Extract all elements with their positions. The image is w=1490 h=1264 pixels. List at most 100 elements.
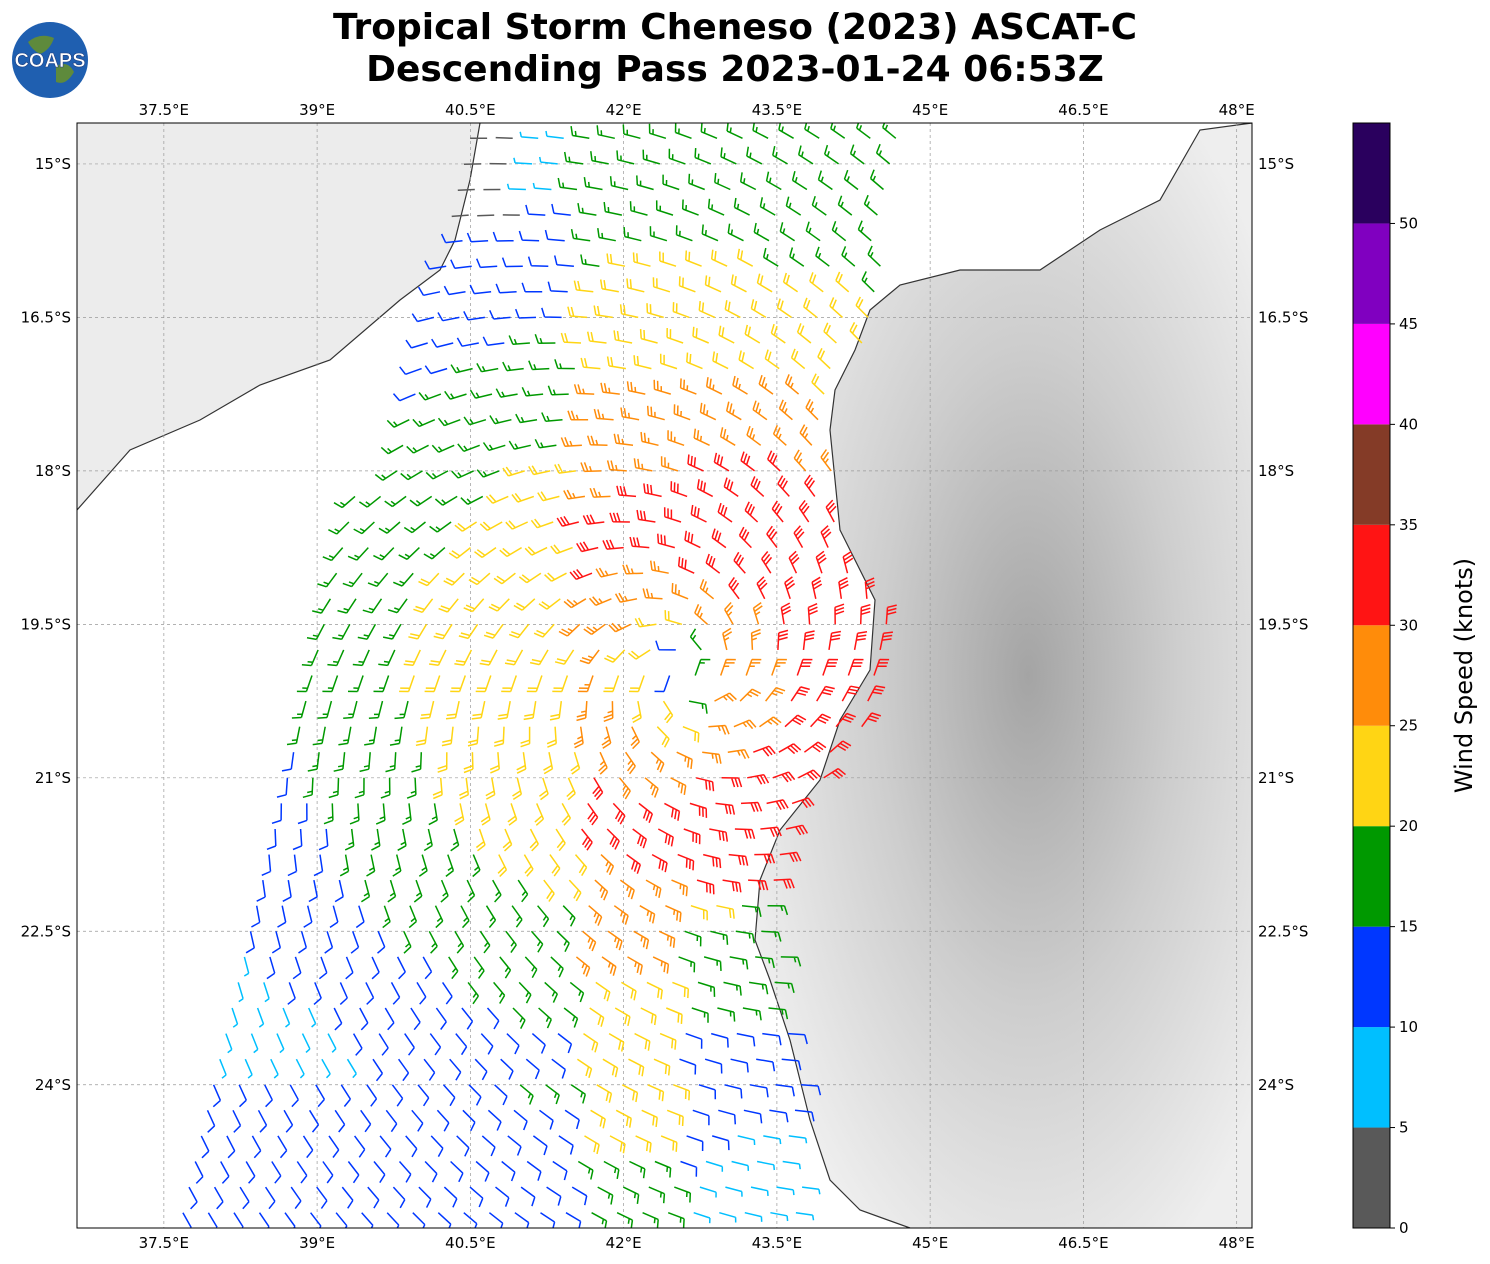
wind-barb: [507, 803, 518, 826]
wind-barb: [360, 879, 371, 903]
wind-barb: [245, 931, 256, 954]
wind-barb: [495, 388, 518, 398]
wind-barb: [724, 601, 734, 625]
wind-barb: [480, 1033, 494, 1055]
wind-barb: [428, 803, 438, 826]
wind-barb: [308, 879, 318, 903]
wind-barb: [626, 381, 646, 395]
wind-barb: [448, 956, 459, 980]
wind-barb: [412, 1212, 426, 1228]
wind-barb: [606, 253, 626, 267]
x-tick-label-bottom: 40.5°E: [445, 1234, 495, 1252]
wind-barb: [412, 418, 436, 428]
colorbar-bin: [1353, 524, 1390, 626]
wind-barb: [580, 357, 601, 370]
colorbar-bin: [1353, 926, 1390, 1028]
wind-barb: [707, 198, 725, 216]
wind-barb: [506, 183, 526, 191]
wind-barb: [377, 931, 386, 954]
wind-barb: [603, 1160, 620, 1180]
wind-barb: [442, 1084, 456, 1107]
wind-barb: [864, 577, 876, 599]
wind-barb: [623, 227, 642, 242]
wind-barb: [357, 623, 377, 640]
colorbar-frame: [1352, 122, 1391, 1229]
wind-barb: [750, 476, 765, 497]
wind-barb: [736, 248, 754, 267]
wind-barb: [650, 751, 665, 773]
wind-barb: [837, 195, 853, 216]
wind-barb: [621, 1084, 639, 1103]
wind-barb: [530, 930, 544, 953]
wind-barb: [476, 469, 500, 478]
colorbar-bin: [1353, 424, 1390, 525]
wind-barb: [237, 982, 244, 1003]
x-tick-label-top: 42°E: [606, 101, 642, 119]
wind-barb: [664, 610, 683, 626]
wind-barb: [855, 123, 871, 139]
wind-barb: [365, 982, 375, 1005]
wind-barb: [603, 675, 620, 693]
wind-barb: [396, 956, 406, 980]
wind-barb: [466, 879, 476, 903]
wind-barb: [855, 296, 869, 318]
wind-barb: [853, 631, 868, 651]
wind-barb: [302, 1135, 314, 1159]
wind-barb: [301, 649, 319, 667]
wind-barb: [380, 777, 391, 799]
wind-barb: [557, 177, 578, 191]
wind-barb: [380, 444, 404, 455]
wind-barb: [545, 130, 564, 140]
wind-barb: [569, 981, 585, 1003]
wind-barb: [520, 726, 531, 748]
wind-barb: [515, 413, 538, 424]
wind-barb: [455, 1033, 468, 1056]
wind-barb: [626, 853, 642, 874]
wind-barb: [729, 956, 749, 970]
wind-barb: [581, 828, 593, 851]
wind-barb: [417, 1084, 430, 1107]
wind-barb: [282, 879, 292, 902]
wind-barb: [558, 1135, 574, 1155]
wind-barb: [645, 879, 662, 898]
wind-barb: [518, 981, 532, 1004]
wind-barb: [606, 356, 627, 370]
wind-barb: [622, 1186, 640, 1204]
wind-barb: [256, 1007, 265, 1028]
wind-barb: [451, 470, 474, 479]
y-tick-label-right: 21°S: [1258, 769, 1294, 787]
wind-barb: [739, 688, 762, 702]
madagascar-land: [755, 123, 1252, 1228]
wind-barb: [347, 1161, 360, 1184]
wind-barb: [251, 1135, 262, 1159]
x-tick-label-top: 37.5°E: [139, 101, 189, 119]
wind-barb: [755, 956, 775, 969]
colorbar-tick-label: 0: [1399, 1219, 1409, 1237]
wind-barb: [532, 1135, 548, 1156]
wind-barb: [479, 649, 498, 666]
wind-barb: [537, 491, 560, 502]
wind-barb: [463, 311, 486, 321]
wind-barb: [424, 365, 448, 375]
wind-barb: [628, 649, 651, 660]
colorbar-tick-label: 25: [1399, 717, 1418, 735]
wind-barb: [526, 1160, 542, 1181]
colorbar-tick-label: 15: [1399, 918, 1418, 936]
wind-barb: [524, 546, 548, 556]
wind-barb: [333, 752, 346, 772]
wind-barb: [651, 853, 668, 873]
wind-barb: [721, 777, 743, 788]
wind-barb: [741, 904, 762, 917]
wind-barb: [672, 981, 690, 999]
wind-barb: [869, 169, 884, 191]
wind-barb: [590, 151, 609, 165]
wind-barb: [835, 271, 850, 293]
wind-barb: [433, 623, 453, 640]
wind-barb: [345, 956, 354, 980]
wind-barb: [317, 700, 333, 719]
wind-barb: [593, 408, 614, 421]
wind-barb: [324, 931, 334, 954]
wind-barb: [627, 956, 643, 975]
colorbar-tick-label: 35: [1399, 516, 1418, 534]
wind-barb: [646, 303, 664, 319]
